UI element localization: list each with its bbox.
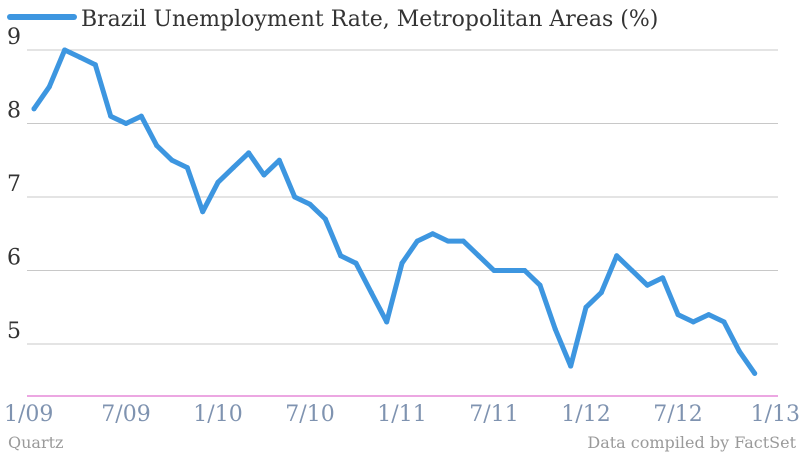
data-point <box>522 268 528 273</box>
data-point <box>629 268 635 273</box>
data-point <box>598 290 604 296</box>
series-line <box>31 47 758 376</box>
data-point <box>184 165 190 171</box>
data-point <box>706 312 712 318</box>
data-point <box>368 290 374 296</box>
data-point <box>568 363 574 369</box>
data-point <box>537 282 543 288</box>
y-tick-label: 8 <box>7 99 21 124</box>
source-left: Quartz <box>8 433 63 452</box>
x-axis-ticks: 1/09 7/09 1/10 7/10 1/11 7/11 1/12 7/12 1/13 <box>4 402 800 427</box>
data-point <box>123 121 129 126</box>
data-point <box>552 326 558 332</box>
data-point <box>675 312 681 318</box>
data-point <box>215 179 221 185</box>
series-layer <box>31 47 758 376</box>
data-point <box>721 319 727 325</box>
source-right: Data compiled by FactSet <box>587 433 796 452</box>
data-point <box>261 172 267 178</box>
data-point <box>491 268 497 273</box>
data-point <box>77 54 83 60</box>
data-point <box>445 238 451 244</box>
y-tick-label: 6 <box>7 246 21 271</box>
y-tick-label: 7 <box>7 172 21 197</box>
data-point <box>660 275 666 281</box>
data-point <box>338 253 344 259</box>
data-point <box>307 201 313 207</box>
x-tick-label: 1/11 <box>377 402 426 427</box>
data-point <box>62 47 68 53</box>
x-tick-label: 1/10 <box>193 402 242 427</box>
data-point <box>46 84 52 90</box>
data-point <box>276 157 282 163</box>
x-tick-label: 7/10 <box>285 402 334 427</box>
y-axis-ticks: 5 6 7 8 9 <box>7 25 21 344</box>
data-point <box>322 216 328 222</box>
x-tick-label: 7/12 <box>653 402 702 427</box>
data-point <box>736 348 742 354</box>
data-point <box>200 209 206 215</box>
data-point <box>138 113 144 119</box>
y-tick-label: 9 <box>7 25 21 50</box>
data-point <box>230 165 236 171</box>
y-tick-label: 5 <box>7 319 21 344</box>
data-point <box>353 260 359 266</box>
x-tick-label: 1/09 <box>4 402 53 427</box>
data-point <box>292 194 298 200</box>
data-point <box>506 268 512 273</box>
data-point <box>614 253 620 259</box>
x-tick-label: 7/11 <box>469 402 518 427</box>
data-point <box>108 113 114 119</box>
grid-lines <box>27 49 778 345</box>
data-point <box>430 231 436 237</box>
x-tick-label: 1/12 <box>561 402 610 427</box>
x-tick-label: 1/13 <box>751 402 800 427</box>
data-point <box>154 143 160 149</box>
data-point <box>169 157 175 163</box>
data-point <box>414 238 420 244</box>
data-point <box>399 260 405 266</box>
data-point <box>752 370 758 376</box>
data-point <box>384 319 390 325</box>
data-point <box>92 62 98 68</box>
data-point <box>476 253 482 259</box>
data-point <box>460 238 466 244</box>
x-tick-label: 7/09 <box>101 402 150 427</box>
data-point <box>583 304 589 310</box>
legend: Brazil Unemployment Rate, Metropolitan A… <box>7 7 658 32</box>
data-point <box>31 106 37 112</box>
legend-label: Brazil Unemployment Rate, Metropolitan A… <box>81 7 658 32</box>
data-point <box>690 319 696 325</box>
data-point <box>246 150 252 156</box>
data-point <box>644 282 650 288</box>
